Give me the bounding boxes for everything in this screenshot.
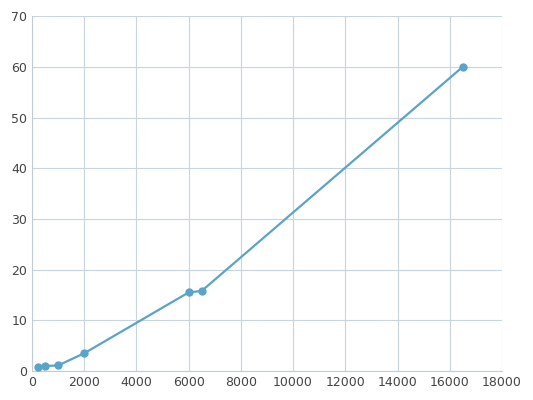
- Point: [184, 289, 193, 296]
- Point: [41, 363, 49, 369]
- Point: [458, 64, 467, 70]
- Point: [197, 288, 206, 294]
- Point: [34, 364, 43, 370]
- Point: [80, 350, 88, 356]
- Point: [54, 362, 62, 369]
